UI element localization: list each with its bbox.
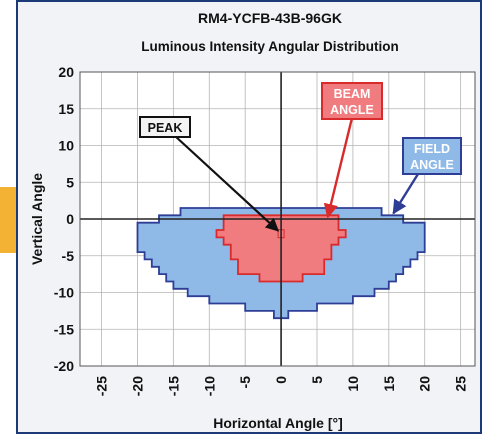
field-label: FIELD ANGLE bbox=[402, 137, 462, 175]
field-arrow bbox=[392, 173, 420, 215]
y-tick-label: -5 bbox=[62, 248, 75, 264]
x-tick-label: 15 bbox=[381, 376, 397, 392]
beam-label-box bbox=[321, 82, 383, 120]
plot-border bbox=[79, 71, 476, 367]
x-tick-label: -25 bbox=[94, 376, 110, 396]
x-tick-label: -10 bbox=[201, 376, 217, 396]
y-tick-label: 15 bbox=[58, 101, 74, 117]
x-tick-labels: -25 -20 -15 -10 -5 0 5 10 15 20 25 bbox=[94, 376, 469, 396]
x-axis-label: Horizontal Angle [°] bbox=[213, 415, 343, 431]
peak-label-text: PEAK bbox=[148, 121, 183, 135]
peak-label-box bbox=[139, 116, 191, 138]
field-label-box bbox=[402, 137, 462, 175]
x-tick-label: 0 bbox=[273, 376, 289, 384]
y-axis-label: Vertical Angle bbox=[29, 173, 45, 265]
x-tick-label: -15 bbox=[165, 376, 181, 396]
y-tick-label: -10 bbox=[54, 285, 74, 301]
beam-label-text: ANGLE bbox=[330, 103, 374, 117]
x-tick-label: -20 bbox=[129, 376, 145, 396]
y-tick-labels: 20 15 10 5 0 -5 -10 -15 -20 bbox=[54, 64, 74, 374]
field-label-text: FIELD bbox=[414, 142, 450, 156]
x-tick-label: 20 bbox=[417, 376, 433, 392]
chart-subtitle: Luminous Intensity Angular Distribution bbox=[141, 39, 399, 54]
y-tick-label: -20 bbox=[54, 358, 74, 374]
y-tick-label: 0 bbox=[66, 211, 74, 227]
x-tick-label: 10 bbox=[345, 376, 361, 392]
y-tick-label: -15 bbox=[54, 321, 74, 337]
peak-arrow bbox=[174, 135, 280, 232]
accent-tab bbox=[0, 187, 18, 253]
field-label-text: ANGLE bbox=[410, 158, 454, 172]
y-tick-label: 10 bbox=[58, 138, 74, 154]
peak-label: PEAK bbox=[139, 116, 191, 138]
y-tick-label: 5 bbox=[66, 174, 74, 190]
x-tick-label: 25 bbox=[453, 376, 469, 392]
x-tick-label: 5 bbox=[309, 376, 325, 384]
y-tick-label: 20 bbox=[58, 64, 74, 80]
beam-arrow bbox=[323, 117, 354, 219]
x-tick-label: -5 bbox=[237, 376, 253, 389]
beam-label-text: BEAM bbox=[334, 87, 371, 101]
annotations: PEAK BEAM ANGLE FIELD ANGLE bbox=[139, 82, 462, 232]
beam-label: BEAM ANGLE bbox=[321, 82, 383, 120]
chart-title: RM4-YCFB-43B-96GK bbox=[198, 10, 342, 26]
